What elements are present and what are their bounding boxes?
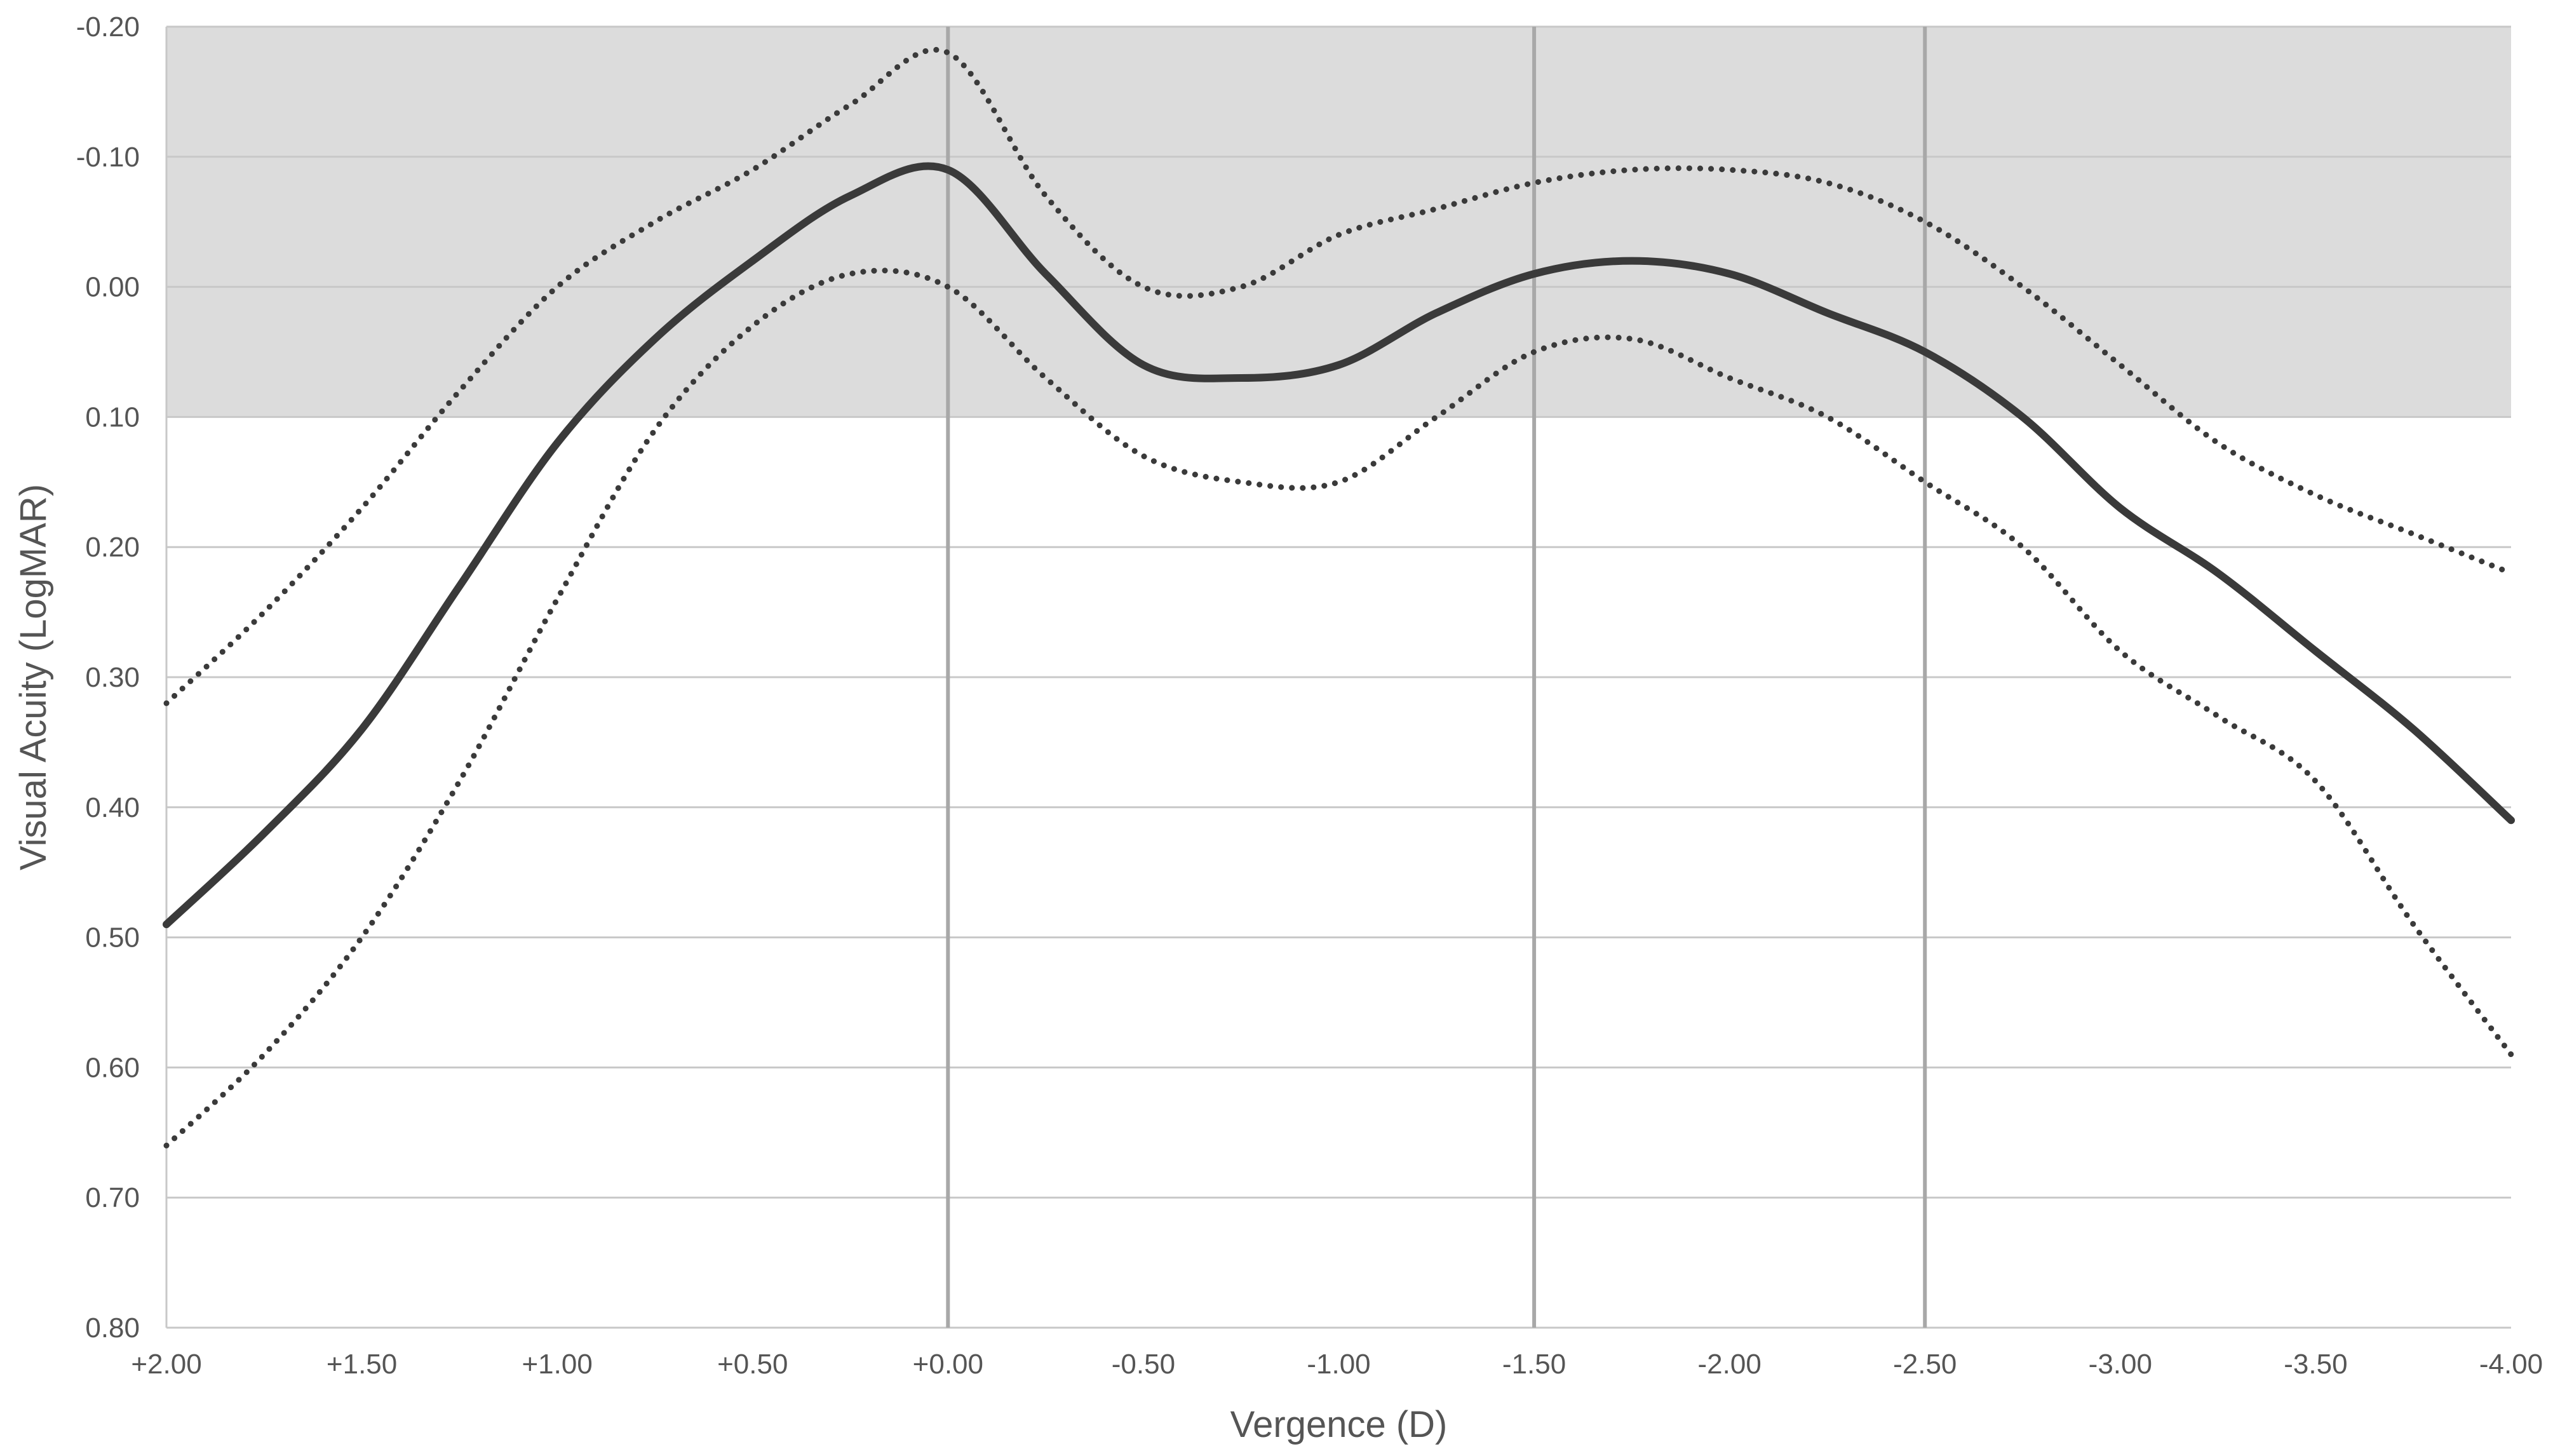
x-tick-label: +0.50	[717, 1349, 788, 1380]
y-tick-label: 0.60	[85, 1052, 140, 1083]
y-tick-label: 0.80	[85, 1312, 140, 1344]
series-mean-line	[163, 162, 2515, 929]
x-tick-label: -1.00	[1307, 1349, 1370, 1380]
y-tick-label: 0.50	[85, 922, 140, 954]
y-tick-label: 0.00	[85, 272, 140, 303]
x-tick-label: -3.50	[2284, 1349, 2347, 1380]
y-tick-label: 0.30	[85, 662, 140, 693]
y-tick-label: -0.10	[76, 142, 140, 173]
x-axis-title: Vergence (D)	[1230, 1404, 1448, 1445]
y-axis-title: Visual Acuity (LogMAR)	[13, 484, 54, 870]
x-tick-label: +1.50	[327, 1349, 397, 1380]
x-tick-label: -2.50	[1893, 1349, 1957, 1380]
series-upper-bound-line	[163, 46, 2514, 706]
shaded-band	[166, 27, 2511, 417]
x-tick-label: -1.50	[1502, 1349, 1566, 1380]
y-tick-label: -0.20	[76, 11, 140, 43]
series-lower-bound-line	[163, 267, 2514, 1149]
x-tick-label: -3.00	[2089, 1349, 2152, 1380]
x-tick-label: -4.00	[2479, 1349, 2543, 1380]
y-tick-label: 0.40	[85, 792, 140, 823]
x-tick-label: -2.00	[1698, 1349, 1762, 1380]
x-tick-label: +1.00	[522, 1349, 592, 1380]
y-tick-label: 0.10	[85, 401, 140, 433]
x-tick-label: +2.00	[131, 1349, 201, 1380]
x-tick-label: -0.50	[1112, 1349, 1175, 1380]
x-tick-label: +0.00	[913, 1349, 983, 1380]
y-tick-label: 0.70	[85, 1182, 140, 1213]
y-tick-label: 0.20	[85, 532, 140, 563]
